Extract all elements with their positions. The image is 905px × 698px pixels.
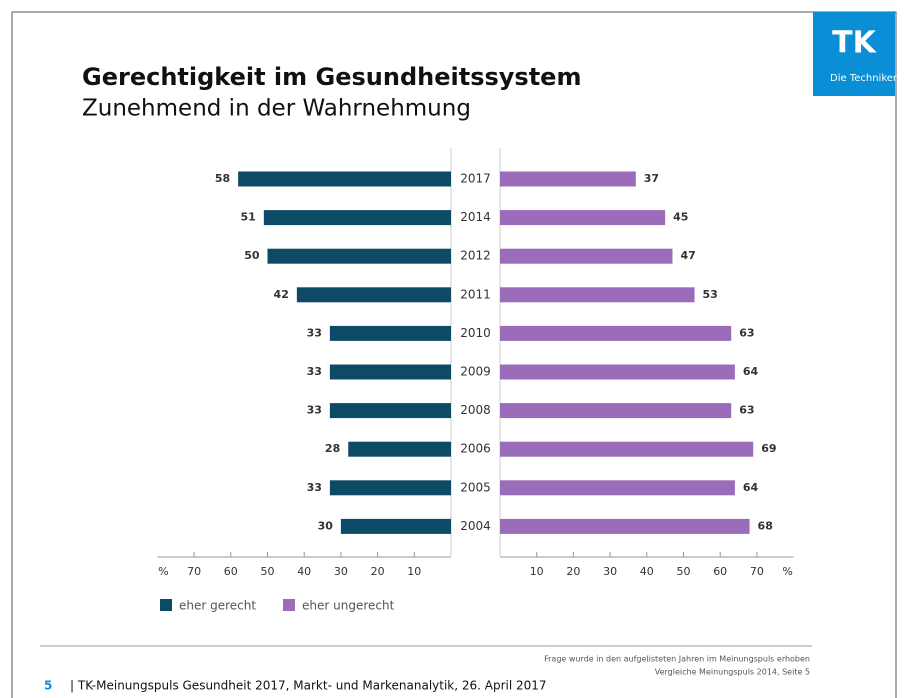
value-label: 50 <box>244 249 260 262</box>
x-tick-label: 30 <box>334 565 348 578</box>
bar <box>500 364 735 380</box>
chart-subtitle: Zunehmend in der Wahrnehmung <box>82 96 471 122</box>
value-label: 42 <box>274 288 289 301</box>
bar <box>500 325 732 341</box>
value-label: 47 <box>680 249 695 262</box>
category-label: 2008 <box>460 403 491 417</box>
bar <box>500 287 695 303</box>
value-label: 45 <box>673 211 688 224</box>
page-number: 5 <box>44 679 52 693</box>
logo-mark: TK <box>832 26 877 61</box>
value-label: 53 <box>703 288 718 301</box>
bar <box>500 441 754 457</box>
x-tick-label: 50 <box>677 565 691 578</box>
note: Vergleiche Meinungspuls 2014, Seite 5 <box>655 668 810 677</box>
category-label: 2006 <box>460 442 491 456</box>
x-unit: % <box>158 565 168 578</box>
x-tick-label: 40 <box>297 565 311 578</box>
bar <box>500 403 732 419</box>
x-tick-label: 10 <box>530 565 544 578</box>
logo-box <box>813 12 895 96</box>
x-tick-label: 30 <box>603 565 617 578</box>
x-tick-label: 60 <box>224 565 238 578</box>
legend-label: eher ungerecht <box>302 599 395 613</box>
value-label: 68 <box>758 519 773 532</box>
x-tick-label: 50 <box>261 565 275 578</box>
category-label: 2014 <box>460 210 491 224</box>
footer-text: | TK-Meinungspuls Gesundheit 2017, Markt… <box>70 679 547 693</box>
bar <box>263 210 451 226</box>
value-label: 63 <box>739 326 754 339</box>
value-label: 51 <box>241 211 256 224</box>
note: Frage wurde in den aufgelisteten Jahren … <box>544 655 810 664</box>
bar <box>329 480 451 496</box>
category-label: 2012 <box>460 249 491 263</box>
legend-swatch <box>160 599 172 611</box>
bar <box>500 210 666 226</box>
value-label: 28 <box>325 442 340 455</box>
value-label: 58 <box>215 172 230 185</box>
logo-text: Die Techniker <box>830 73 898 84</box>
value-label: 37 <box>644 172 659 185</box>
bar <box>500 480 735 496</box>
value-label: 33 <box>307 404 322 417</box>
legend-swatch <box>283 599 295 611</box>
bar <box>500 171 636 187</box>
value-label: 33 <box>307 365 322 378</box>
bar <box>329 403 451 419</box>
value-label: 64 <box>743 365 759 378</box>
value-label: 30 <box>318 519 334 532</box>
value-label: 33 <box>307 481 322 494</box>
category-label: 2004 <box>460 519 491 533</box>
x-tick-label: 20 <box>566 565 580 578</box>
value-label: 33 <box>307 326 322 339</box>
bar <box>340 518 451 534</box>
bar <box>296 287 451 303</box>
bar <box>267 248 451 264</box>
bar <box>329 325 451 341</box>
x-tick-label: 70 <box>750 565 764 578</box>
chart-title: Gerechtigkeit im Gesundheitssystem <box>82 63 581 91</box>
x-unit: % <box>782 565 792 578</box>
category-label: 2005 <box>460 480 491 494</box>
value-label: 69 <box>761 442 776 455</box>
x-tick-label: 60 <box>713 565 727 578</box>
value-label: 64 <box>743 481 759 494</box>
bar <box>329 364 451 380</box>
bar <box>348 441 451 457</box>
x-tick-label: 20 <box>371 565 385 578</box>
value-label: 63 <box>739 404 754 417</box>
category-label: 2011 <box>460 287 491 301</box>
slide-frame <box>11 11 897 698</box>
legend-label: eher gerecht <box>179 599 256 613</box>
x-tick-label: 40 <box>640 565 654 578</box>
x-tick-label: 70 <box>187 565 201 578</box>
category-label: 2009 <box>460 365 491 379</box>
category-label: 2017 <box>460 172 491 186</box>
category-label: 2010 <box>460 326 491 340</box>
bar <box>238 171 451 187</box>
bar <box>500 518 750 534</box>
x-tick-label: 10 <box>407 565 421 578</box>
bar <box>500 248 673 264</box>
